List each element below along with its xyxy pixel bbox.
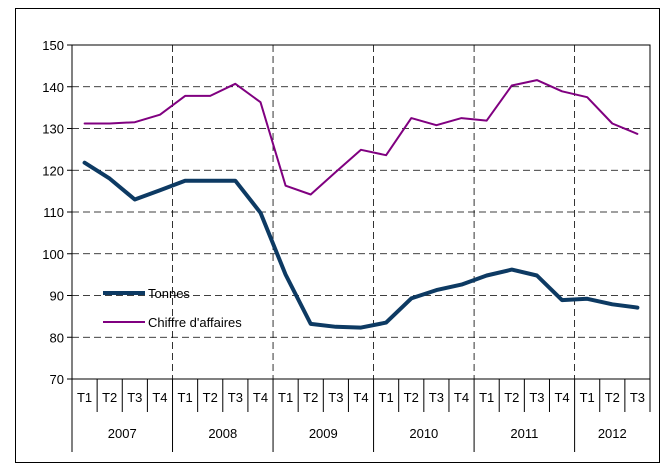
x-tick-label: T1 (479, 390, 494, 405)
x-tick-label: T4 (353, 390, 368, 405)
x-tick-label: T1 (278, 390, 293, 405)
x-tick-label: T3 (328, 390, 343, 405)
x-tick-label: T3 (529, 390, 544, 405)
y-tick-label: 90 (50, 289, 64, 304)
legend-label-1: Tonnes (148, 286, 190, 301)
series-line-1 (82, 160, 640, 330)
legend-label-2: Chiffre d'affaires (148, 315, 242, 330)
x-tick-label: T2 (303, 390, 318, 405)
y-tick-label: 80 (50, 330, 64, 345)
x-tick-label: T2 (404, 390, 419, 405)
x-tick-label: T1 (178, 390, 193, 405)
x-tick-label: T3 (127, 390, 142, 405)
year-label: 2007 (108, 426, 137, 441)
x-tick-label: T3 (429, 390, 444, 405)
x-tick-label: T2 (504, 390, 519, 405)
x-tick-label: T3 (630, 390, 645, 405)
x-tick-label: T2 (102, 390, 117, 405)
year-label: 2012 (598, 426, 627, 441)
x-tick-label: T2 (605, 390, 620, 405)
x-tick-label: T1 (77, 390, 92, 405)
year-label: 2008 (208, 426, 237, 441)
x-tick-label: T1 (379, 390, 394, 405)
y-tick-label: 70 (50, 372, 64, 387)
year-label: 2009 (309, 426, 338, 441)
year-label: 2011 (510, 426, 538, 441)
chart-frame (15, 8, 660, 463)
year-label: 2010 (409, 426, 438, 441)
series-line-2 (83, 79, 639, 196)
y-tick-label: 150 (42, 38, 64, 53)
y-tick-label: 140 (42, 80, 64, 95)
y-tick-label: 110 (43, 205, 64, 220)
x-tick-label: T4 (253, 390, 268, 405)
x-tick-label: T4 (554, 390, 569, 405)
x-tick-label: T3 (228, 390, 243, 405)
y-tick-label: 100 (42, 247, 64, 262)
x-tick-label: T1 (580, 390, 595, 405)
y-tick-label: 130 (42, 122, 64, 137)
x-tick-label: T4 (454, 390, 469, 405)
x-tick-label: T2 (203, 390, 218, 405)
y-tick-label: 120 (42, 163, 64, 178)
x-tick-label: T4 (152, 390, 167, 405)
